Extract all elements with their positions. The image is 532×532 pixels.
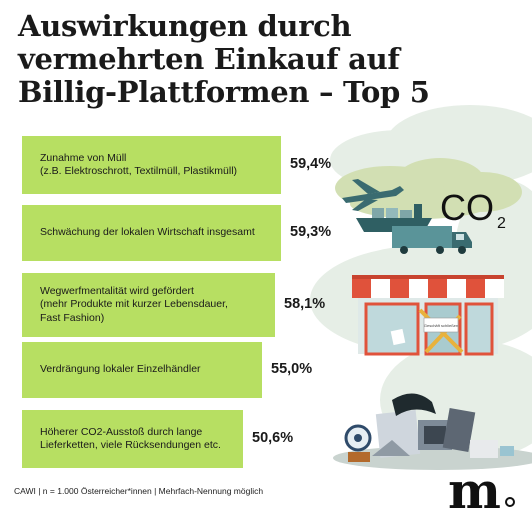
chart-title: Auswirkungen durch vermehrten Einkauf au… xyxy=(18,10,518,109)
title-line: Auswirkungen durch xyxy=(18,9,352,43)
bar-value-label: 59,3% xyxy=(290,224,332,240)
bar: Zunahme von Müll (z.B. Elektroschrott, T… xyxy=(22,136,281,194)
bar: Verdrängung lokaler Einzelhändler xyxy=(22,342,262,398)
title-line: Billig-Plattformen – Top 5 xyxy=(18,75,430,109)
bar-label: Verdrängung lokaler Einzelhändler xyxy=(40,363,201,376)
bar: Wegwerfmentalität wird gefördert (mehr P… xyxy=(22,273,275,337)
co2-label: CO xyxy=(440,187,494,228)
bar-value-label: 55,0% xyxy=(271,361,313,377)
co2-subscript: 2 xyxy=(497,215,506,232)
shop-sign: Geschäft schließen xyxy=(424,323,458,328)
title-line: vermehrten Einkauf auf xyxy=(18,42,400,76)
awning xyxy=(352,275,504,298)
bar-label: Höherer CO2-Ausstoß durch lange Lieferke… xyxy=(40,425,221,452)
bar-label: Zunahme von Müll (z.B. Elektroschrott, T… xyxy=(40,151,238,178)
trash-pile-icon xyxy=(333,393,532,470)
bar-value-label: 59,4% xyxy=(290,156,332,172)
bar-label: Schwächung der lokalen Wirtschaft insges… xyxy=(40,226,255,239)
truck-icon xyxy=(392,226,472,254)
brand-logo-dot xyxy=(505,497,515,507)
bar-value-label: 58,1% xyxy=(284,296,326,312)
brand-logo: m xyxy=(448,461,501,520)
bar-value-label: 50,6% xyxy=(252,430,294,446)
bar: Höherer CO2-Ausstoß durch lange Lieferke… xyxy=(22,410,243,468)
bar-label: Wegwerfmentalität wird gefördert (mehr P… xyxy=(40,284,228,324)
shop-icon: Geschäft schließen xyxy=(352,275,504,356)
footnote: CAWI | n = 1.000 Österreicher*innen | Me… xyxy=(14,486,264,496)
airplane-icon xyxy=(342,179,404,211)
bar: Schwächung der lokalen Wirtschaft insges… xyxy=(22,205,281,261)
